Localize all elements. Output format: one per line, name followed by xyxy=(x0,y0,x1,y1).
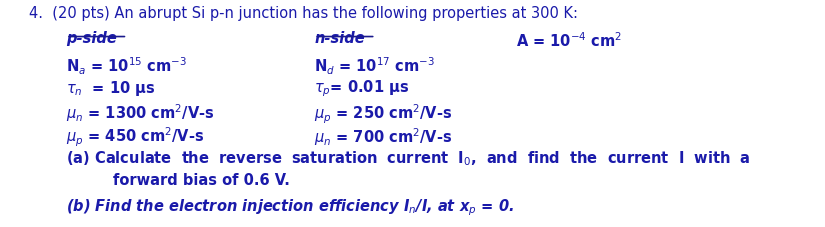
Text: $\tau_p$= 0.01 μs: $\tau_p$= 0.01 μs xyxy=(314,79,409,99)
Text: $\tau_n$  = 10 μs: $\tau_n$ = 10 μs xyxy=(66,79,156,97)
Text: n-side: n-side xyxy=(314,31,365,46)
Text: N$_d$ = 10$^{17}$ cm$^{-3}$: N$_d$ = 10$^{17}$ cm$^{-3}$ xyxy=(314,55,436,76)
Text: (b) Find the electron injection efficiency I$_n$/I, at x$_p$ = 0.: (b) Find the electron injection efficien… xyxy=(66,196,514,217)
Text: (a) Calculate  the  reverse  saturation  current  I$_0$,  and  find  the  curren: (a) Calculate the reverse saturation cur… xyxy=(66,149,751,168)
Text: 4.  (20 pts) An abrupt Si p-n junction has the following properties at 300 K:: 4. (20 pts) An abrupt Si p-n junction ha… xyxy=(29,6,577,21)
Text: p-side: p-side xyxy=(66,31,117,46)
Text: $\mu_p$ = 450 cm$^2$/V-s: $\mu_p$ = 450 cm$^2$/V-s xyxy=(66,126,205,149)
Text: $\mu_n$ = 700 cm$^2$/V-s: $\mu_n$ = 700 cm$^2$/V-s xyxy=(314,126,453,147)
Text: $\mu_n$ = 1300 cm$^2$/V-s: $\mu_n$ = 1300 cm$^2$/V-s xyxy=(66,102,214,124)
Text: forward bias of 0.6 V.: forward bias of 0.6 V. xyxy=(113,173,290,188)
Text: A = 10$^{-4}$ cm$^2$: A = 10$^{-4}$ cm$^2$ xyxy=(516,31,622,49)
Text: N$_a$ = 10$^{15}$ cm$^{-3}$: N$_a$ = 10$^{15}$ cm$^{-3}$ xyxy=(66,55,187,76)
Text: $\mu_p$ = 250 cm$^2$/V-s: $\mu_p$ = 250 cm$^2$/V-s xyxy=(314,102,453,125)
